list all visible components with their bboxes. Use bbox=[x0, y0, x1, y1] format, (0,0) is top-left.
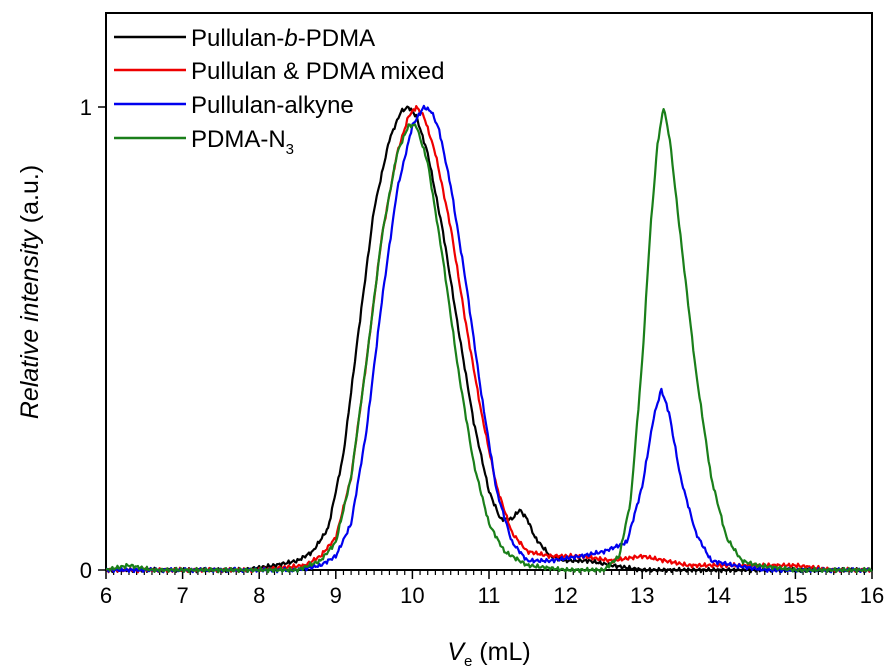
x-axis-title-sub: e bbox=[464, 653, 472, 670]
series-line-4 bbox=[105, 108, 873, 574]
series-line-2 bbox=[105, 105, 873, 574]
x-tick-label: 9 bbox=[330, 583, 342, 608]
legend-label: Pullulan-alkyne bbox=[191, 92, 354, 119]
x-tick-label: 11 bbox=[478, 583, 501, 608]
x-tick-label: 16 bbox=[860, 583, 884, 608]
y-axis-title-unit: (a.u.) bbox=[16, 165, 44, 230]
x-tick-label: 6 bbox=[100, 583, 112, 608]
x-tick-label: 7 bbox=[176, 583, 188, 608]
x-tick-label: 15 bbox=[783, 583, 807, 608]
series-lines bbox=[105, 104, 873, 574]
y-axis-title: Relative intensity (a.u.) bbox=[16, 165, 44, 419]
legend: Pullulan-b-PDMA Pullulan & PDMA mixed Pull… bbox=[114, 25, 444, 158]
legend-label: Pullulan-b-PDMA bbox=[191, 25, 375, 52]
x-axis-title-main: V bbox=[447, 638, 466, 666]
x-tick-label: 12 bbox=[553, 583, 577, 608]
x-axis-title-unit: (mL) bbox=[472, 638, 530, 666]
series-line-3 bbox=[105, 104, 873, 574]
x-tick-label: 14 bbox=[707, 583, 731, 608]
x-tick-label: 10 bbox=[400, 583, 424, 608]
legend-label: PDMA-N3 bbox=[191, 126, 294, 158]
x-tick-label: 13 bbox=[630, 583, 654, 608]
legend-label: Pullulan & PDMA mixed bbox=[191, 58, 444, 85]
y-axis-title-italic: Relative intensity bbox=[16, 229, 44, 419]
x-tick-label: 8 bbox=[253, 583, 265, 608]
y-tick-label: 0 bbox=[80, 558, 92, 583]
x-axis-title: Ve (mL) bbox=[447, 638, 530, 670]
series-line-1 bbox=[105, 105, 873, 574]
y-tick-label: 1 bbox=[80, 95, 92, 120]
